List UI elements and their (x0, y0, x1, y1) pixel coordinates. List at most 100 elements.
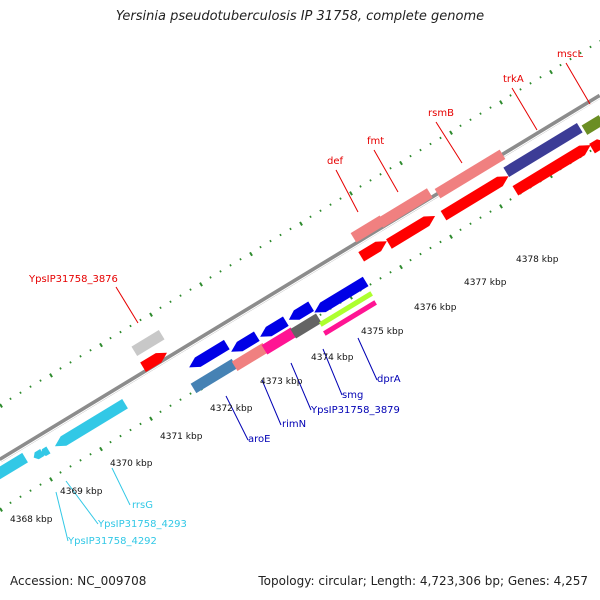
gene-labels-top: YpsIP31758_3876 def fmt rsmB trkA mscL (28, 49, 583, 285)
tick-mark (369, 283, 372, 286)
tick-mark (229, 264, 232, 267)
tick-mark (569, 57, 572, 61)
leader-aroe (225, 395, 249, 441)
scale-label: 4375 kbp (361, 327, 404, 337)
tick-mark (589, 149, 592, 153)
tick-mark (109, 440, 112, 444)
tick-mark (59, 471, 62, 474)
tick-mark (579, 51, 582, 55)
tick-mark (219, 270, 222, 273)
gene-label-fmt[interactable]: fmt (367, 136, 384, 147)
tick-mark (449, 234, 453, 239)
gene-mscl-feature (581, 115, 600, 135)
leader-4293 (65, 480, 99, 525)
accession-text: Accession: NC_009708 (10, 574, 147, 588)
gene-labels-mid: aroE rimN YpsIP31758_3879 smg dprA (248, 374, 401, 445)
gene-label-def[interactable]: def (327, 156, 344, 167)
tick-mark (439, 240, 442, 244)
leader-trka (511, 87, 538, 131)
tick-mark (339, 197, 342, 200)
tick-mark (269, 239, 272, 243)
tick-mark (109, 336, 112, 340)
gene-label-ypsip31758-4293[interactable]: YpsIP31758_4293 (97, 519, 187, 530)
gene-label-smg[interactable]: smg (342, 390, 363, 401)
gene-label-ypsip31758-3879[interactable]: YpsIP31758_3879 (310, 405, 400, 416)
tick-mark (409, 154, 412, 158)
gene-label-aroe[interactable]: aroE (248, 434, 270, 445)
tick-mark (319, 313, 322, 316)
tick-mark (309, 215, 312, 219)
gene-label-trka[interactable]: trkA (503, 74, 524, 85)
scale-labels: 4368 kbp 4369 kbp 4370 kbp 4371 kbp 4372… (10, 255, 559, 525)
gene-def-arrow (358, 241, 387, 262)
tick-mark (179, 294, 182, 297)
scale-label: 4368 kbp (10, 515, 53, 525)
tick-mark (209, 276, 212, 279)
tick-mark (149, 416, 153, 421)
leader-rrsg (111, 467, 131, 506)
gene-fmt-arrow (386, 215, 436, 249)
tick-mark (169, 404, 172, 407)
tick-mark (119, 330, 122, 334)
scale-label: 4372 kbp (210, 404, 253, 414)
tick-mark (59, 367, 62, 370)
gene-label-rsmb[interactable]: rsmB (428, 108, 454, 119)
tick-mark (379, 277, 382, 280)
tick-mark (49, 373, 53, 378)
tick-mark (9, 397, 12, 401)
tick-mark (249, 251, 253, 257)
tick-mark (479, 216, 482, 219)
tick-mark (9, 501, 12, 505)
gene-dpra-box (319, 291, 373, 327)
tick-mark (329, 203, 332, 206)
gene-smg-box (290, 313, 322, 339)
tick-mark (69, 465, 72, 468)
tick-mark (99, 446, 103, 452)
leader-fmt (373, 149, 399, 193)
tick-mark (0, 403, 3, 408)
tick-mark (529, 82, 532, 85)
tick-mark (139, 422, 142, 426)
leader-mscl (565, 62, 591, 105)
gene-label-rrsg[interactable]: rrsG (132, 500, 153, 511)
gene-label-ypsip31758-3876[interactable]: YpsIP31758_3876 (28, 274, 118, 285)
gene-rimn-arrow (231, 331, 260, 352)
scale-label: 4374 kbp (311, 353, 354, 363)
leader-rsmb (435, 121, 463, 164)
gene-3879-box (261, 327, 297, 355)
leader-4292 (55, 491, 69, 542)
tick-mark (199, 282, 203, 287)
tick-mark (479, 112, 482, 115)
tick-mark (99, 342, 103, 348)
tick-mark (159, 410, 162, 414)
tick-mark (289, 227, 292, 231)
tick-mark (439, 136, 442, 140)
leader-rimn (261, 379, 282, 426)
gene-aroe-box (190, 358, 238, 394)
tick-mark (429, 142, 432, 146)
tick-mark (79, 355, 82, 358)
tick-mark (499, 204, 503, 209)
gene-def-feature (350, 215, 386, 243)
gene-3876-feature (131, 329, 165, 357)
tick-mark (29, 385, 32, 388)
gene-label-ypsip31758-4292[interactable]: YpsIP31758_4292 (67, 536, 157, 547)
gene-label-dpra[interactable]: dprA (377, 374, 401, 385)
tick-mark (399, 264, 403, 270)
tick-mark (389, 166, 392, 170)
tick-mark (449, 130, 453, 135)
tick-mark (79, 459, 82, 462)
tick-mark (149, 312, 153, 317)
gene-rsmb-feature (434, 149, 506, 199)
tick-mark (409, 258, 412, 262)
gene-label-rimn[interactable]: rimN (282, 419, 306, 430)
tick-mark (259, 245, 262, 249)
tick-mark (469, 222, 472, 225)
gene-label-mscl[interactable]: mscL (557, 49, 583, 60)
tick-mark (519, 88, 522, 91)
tick-mark (369, 179, 372, 182)
tick-mark (159, 306, 162, 310)
tick-mark (169, 300, 172, 303)
leader-smg (322, 348, 343, 396)
